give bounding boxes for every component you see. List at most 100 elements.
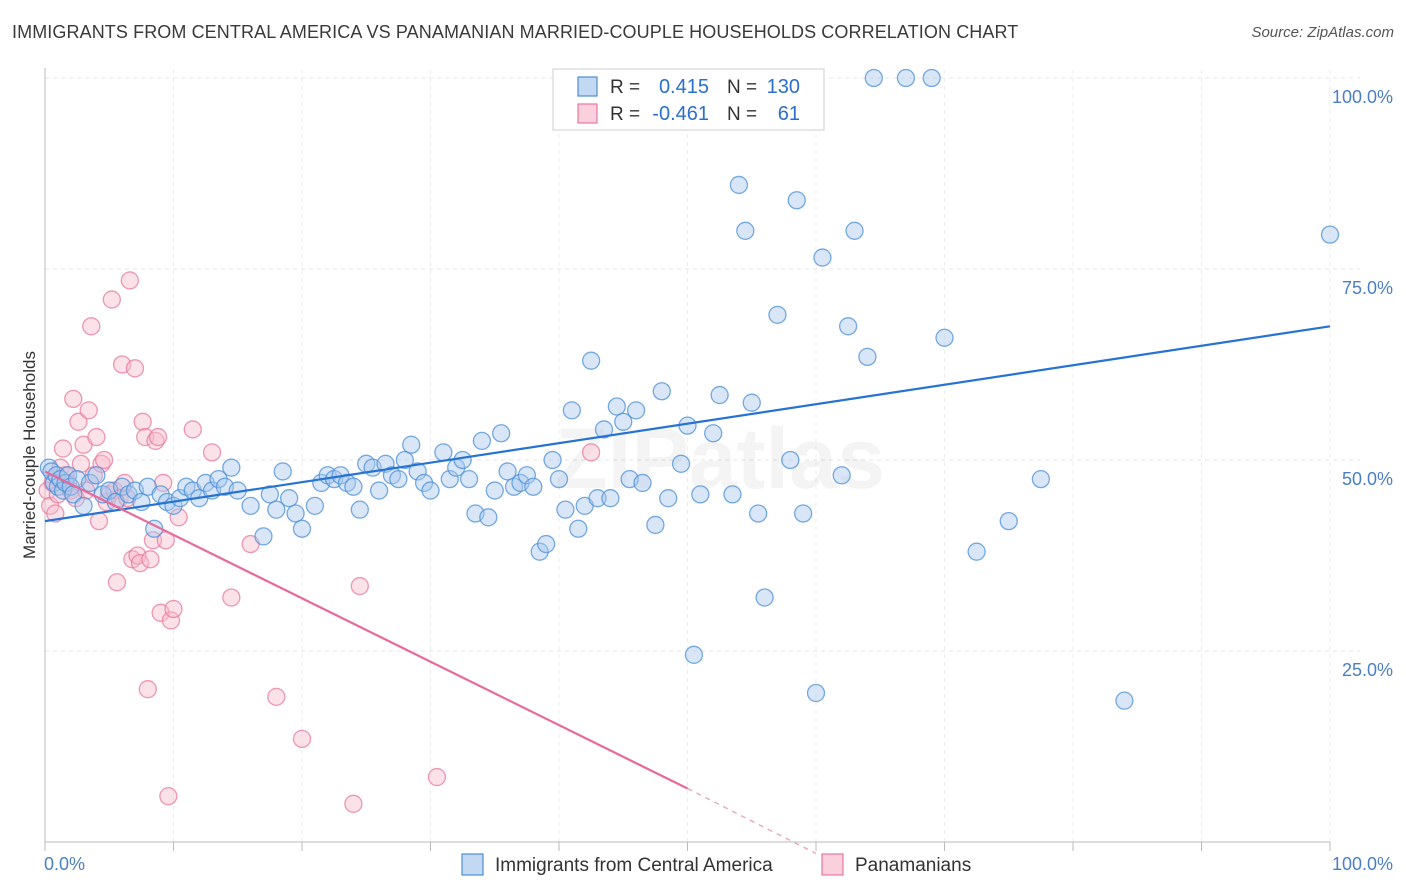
panamanian-point (183, 420, 202, 439)
central-america-point (408, 462, 427, 481)
central-america-point (222, 458, 241, 477)
central-america-point (369, 481, 389, 500)
x-tick-label: 100.0% (1332, 854, 1393, 874)
panamanian-point (161, 611, 181, 630)
legend-r-value: -0.461 (652, 103, 709, 125)
panamanian-point (222, 588, 241, 607)
trend-line-pink (44, 470, 688, 790)
panamanian-point (581, 443, 601, 462)
central-america-point (479, 508, 498, 527)
panamanian-point (350, 576, 369, 596)
legend-n-value: 130 (767, 76, 800, 98)
x-tick-label: 0.0% (44, 854, 85, 874)
central-america-point (74, 496, 93, 515)
trend-line-blue (44, 325, 1331, 523)
legend-n-label: N = (727, 104, 757, 125)
central-america-point (736, 221, 755, 240)
panamanian-point (141, 550, 160, 569)
central-america-point (646, 515, 665, 535)
panamanian-point (427, 767, 447, 787)
central-america-point (402, 435, 421, 454)
central-america-point (858, 347, 877, 367)
central-america-point (806, 683, 826, 703)
panamanian-point (148, 427, 168, 447)
panamanian-point (79, 401, 98, 420)
panamanians-points (38, 271, 601, 813)
y-tick-labels: 25.0% 50.0% 75.0% 100.0% (1332, 87, 1393, 680)
central-america-point (922, 68, 941, 88)
axes (44, 68, 1331, 851)
legend-series-label: Immigrants from Central America (495, 855, 773, 876)
central-america-point (601, 489, 620, 508)
panamanian-point (136, 427, 155, 447)
central-america-point (389, 469, 408, 489)
central-america-point (845, 221, 864, 240)
central-america-point (241, 496, 260, 515)
central-america-point (967, 542, 986, 561)
central-america-point (794, 504, 813, 523)
panamanian-point (130, 553, 150, 573)
legend-swatch-blue (461, 853, 484, 876)
central-america-point (286, 504, 305, 523)
central-america-point (434, 443, 453, 462)
central-america-point (1320, 225, 1340, 244)
legend-r-value: 0.415 (659, 76, 709, 98)
y-axis-label: Married-couple Households (20, 351, 39, 559)
central-america-point (723, 485, 742, 504)
central-america-point (279, 489, 299, 508)
panamanian-point (102, 290, 121, 309)
legend-swatch-pink (577, 103, 598, 124)
central-america-point (671, 454, 691, 473)
watermark: ZIPatlas (555, 411, 885, 507)
central-america-points (39, 68, 1340, 710)
panamanian-point (64, 389, 83, 409)
y-tick-label: 75.0% (1342, 278, 1393, 298)
panamanian-point (138, 680, 157, 699)
trend-lines (44, 325, 1331, 855)
central-america-point (749, 504, 768, 523)
panamanian-point (159, 787, 178, 806)
panamanian-point (71, 454, 91, 473)
y-tick-label: 25.0% (1342, 660, 1393, 680)
central-america-point (742, 393, 761, 412)
central-america-point (832, 466, 851, 485)
central-america-point (864, 68, 883, 88)
panamanian-point (69, 412, 88, 431)
panamanian-point (267, 687, 286, 706)
x-tick-labels: 0.0% 100.0% (44, 854, 1393, 874)
central-america-point (472, 431, 492, 451)
panamanian-point (125, 359, 145, 378)
panamanian-point (120, 271, 139, 290)
central-america-point (273, 462, 292, 481)
central-america-point (787, 191, 806, 210)
central-america-point (87, 466, 106, 485)
legend-r-label: R = (610, 77, 640, 98)
legend-n-label: N = (727, 77, 757, 98)
central-america-point (254, 527, 273, 546)
central-america-point (768, 305, 787, 324)
central-america-point (260, 485, 280, 504)
central-america-point (935, 328, 954, 347)
central-america-point (537, 534, 556, 554)
panamanian-point (169, 508, 188, 527)
panamanian-point (82, 317, 101, 336)
central-america-point (453, 450, 472, 470)
central-america-point (691, 485, 710, 504)
panamanian-point (292, 729, 312, 749)
grid-lines (45, 70, 1360, 842)
central-america-point (614, 412, 633, 431)
central-america-point (395, 450, 414, 470)
y-tick-label: 50.0% (1342, 469, 1393, 489)
panamanian-point (107, 573, 127, 592)
panamanian-point (344, 794, 363, 813)
central-america-point (710, 385, 729, 405)
legend-correlation: R = 0.415 N = 130 R = -0.461 N = 61 (552, 68, 825, 131)
legend-box (552, 68, 825, 131)
central-america-point (492, 424, 511, 443)
panamanian-point (87, 427, 106, 447)
chart-title: IMMIGRANTS FROM CENTRAL AMERICA VS PANAM… (12, 22, 1019, 42)
central-america-point (292, 519, 312, 538)
central-america-point (626, 401, 646, 420)
central-america-point (633, 473, 652, 493)
